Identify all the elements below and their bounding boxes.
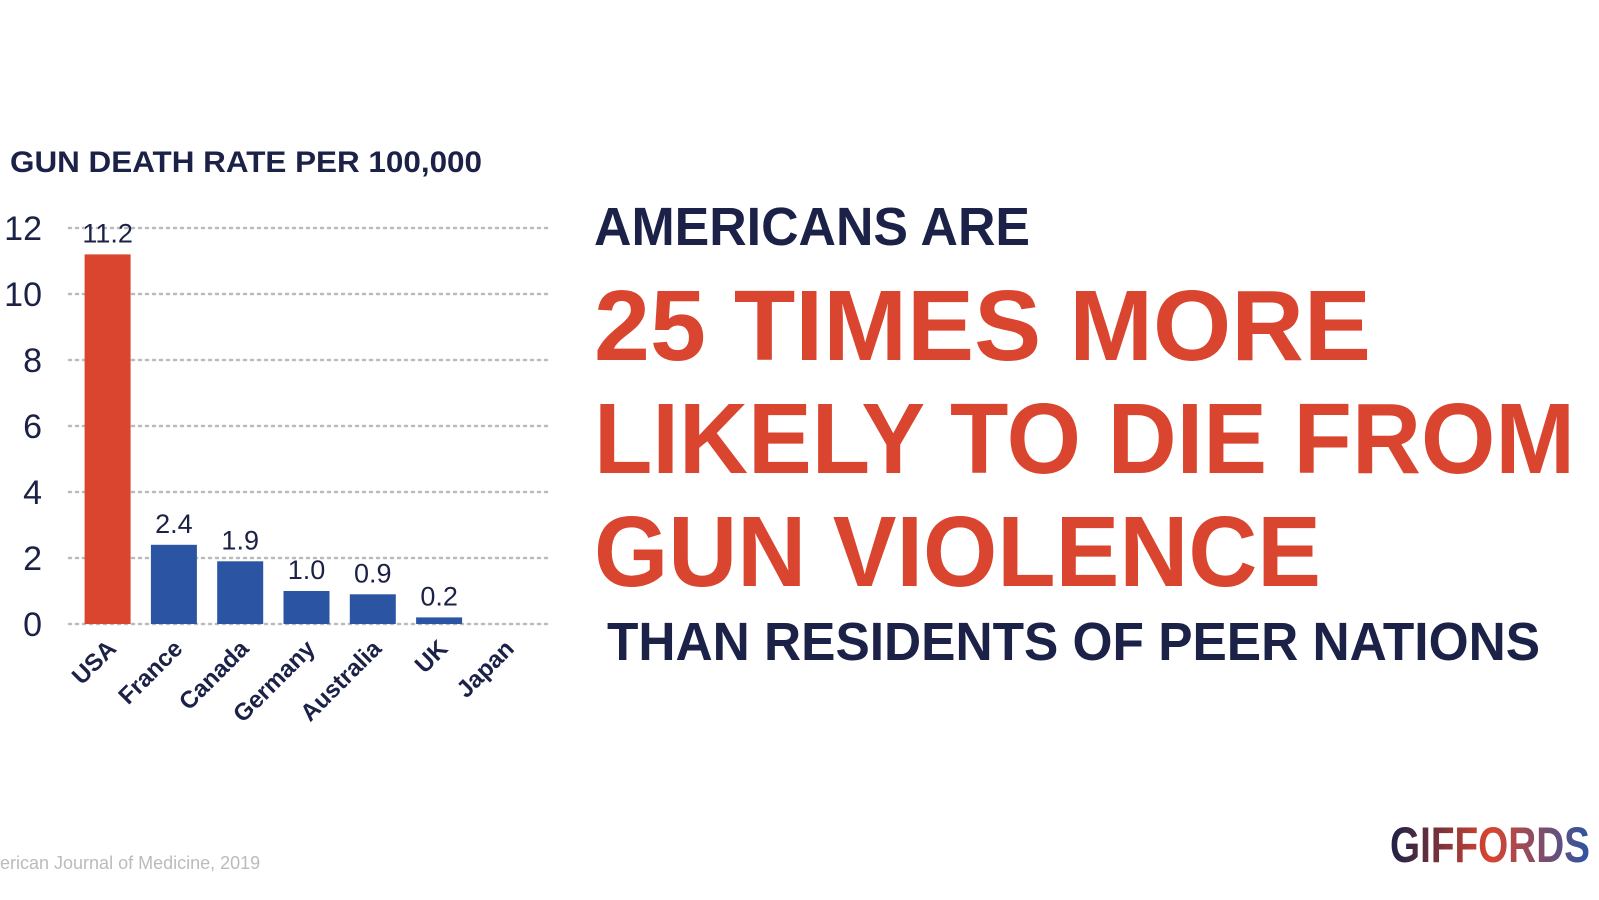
headline-line: LIKELY TO DIE FROM xyxy=(594,383,1575,495)
x-tick-label: Japan xyxy=(451,635,519,703)
bar xyxy=(349,594,396,624)
y-tick-label: 8 xyxy=(23,342,42,380)
bar xyxy=(84,254,131,624)
value-label: 1.9 xyxy=(221,525,259,555)
value-label: 1.0 xyxy=(288,555,326,585)
chart-title: GUN DEATH RATE PER 100,000 xyxy=(10,146,482,179)
bar xyxy=(283,591,330,624)
bar xyxy=(416,617,463,624)
y-tick-label: 10 xyxy=(4,276,42,314)
x-tick-label: UK xyxy=(410,635,454,679)
bar xyxy=(217,561,264,624)
headline-outro: THAN RESIDENTS OF PEER NATIONS xyxy=(607,612,1540,672)
bar xyxy=(150,544,197,624)
headline-line: GUN VIOLENCE xyxy=(594,496,1321,608)
value-label: 2.4 xyxy=(155,509,193,539)
x-tick-label: USA xyxy=(67,635,122,690)
value-label: 0.9 xyxy=(354,558,392,588)
y-tick-label: 2 xyxy=(23,540,42,578)
headline-intro: AMERICANS ARE xyxy=(594,197,1030,257)
logo: GIFFORDS xyxy=(1390,817,1590,873)
value-label: 0.2 xyxy=(420,581,458,611)
y-tick-label: 0 xyxy=(23,606,42,644)
value-label: 11.2 xyxy=(82,218,133,248)
y-tick-label: 4 xyxy=(23,474,42,512)
y-tick-label: 12 xyxy=(4,210,42,248)
y-tick-label: 6 xyxy=(23,408,42,446)
headline-line: 25 TIMES MORE xyxy=(594,270,1371,382)
source: erican Journal of Medicine, 2019 xyxy=(0,853,260,873)
